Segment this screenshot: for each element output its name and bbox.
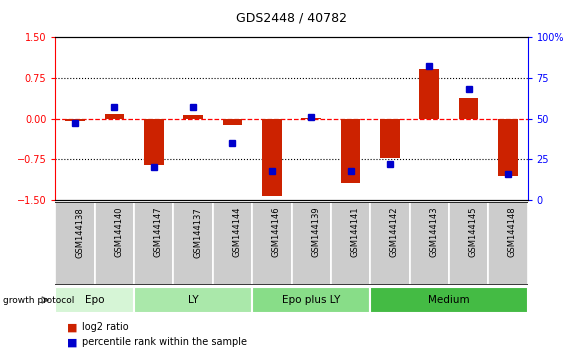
Bar — [174, 202, 213, 285]
Text: GSM144147: GSM144147 — [154, 207, 163, 257]
Text: GSM144138: GSM144138 — [75, 207, 84, 257]
Text: GSM144140: GSM144140 — [114, 207, 124, 257]
Text: GSM144146: GSM144146 — [272, 207, 281, 257]
Bar — [262, 119, 282, 196]
Bar — [104, 114, 124, 119]
Bar — [292, 202, 331, 285]
Bar — [380, 119, 400, 158]
Text: ■: ■ — [67, 337, 78, 347]
Bar — [213, 202, 252, 285]
Bar — [370, 287, 528, 313]
Bar — [183, 115, 203, 119]
Text: growth protocol: growth protocol — [3, 296, 74, 304]
Bar — [55, 287, 134, 313]
Text: ■: ■ — [67, 322, 78, 332]
Bar — [94, 202, 134, 285]
Bar — [370, 202, 410, 285]
Text: GSM144137: GSM144137 — [193, 207, 202, 257]
Text: Medium: Medium — [428, 295, 470, 305]
Bar — [409, 202, 449, 285]
Bar — [331, 202, 370, 285]
Bar — [55, 202, 94, 285]
Text: GSM144143: GSM144143 — [429, 207, 438, 257]
Text: Epo plus LY: Epo plus LY — [282, 295, 340, 305]
Text: GDS2448 / 40782: GDS2448 / 40782 — [236, 11, 347, 24]
Text: GSM144144: GSM144144 — [233, 207, 241, 257]
Text: GSM144141: GSM144141 — [350, 207, 360, 257]
Bar — [459, 98, 479, 119]
Bar — [134, 202, 174, 285]
Text: Epo: Epo — [85, 295, 104, 305]
Text: GSM144145: GSM144145 — [469, 207, 477, 257]
Text: LY: LY — [188, 295, 198, 305]
Bar — [449, 202, 489, 285]
Bar — [301, 118, 321, 119]
Bar — [419, 69, 439, 119]
Text: log2 ratio: log2 ratio — [82, 322, 128, 332]
Bar — [498, 119, 518, 176]
Bar — [65, 119, 85, 121]
Text: GSM144139: GSM144139 — [311, 207, 320, 257]
Bar — [252, 287, 370, 313]
Bar — [223, 119, 243, 125]
Bar — [144, 119, 164, 165]
Bar — [252, 202, 292, 285]
Text: percentile rank within the sample: percentile rank within the sample — [82, 337, 247, 347]
Bar — [340, 119, 360, 183]
Bar — [134, 287, 252, 313]
Text: GSM144142: GSM144142 — [390, 207, 399, 257]
Bar — [489, 202, 528, 285]
Text: GSM144148: GSM144148 — [508, 207, 517, 257]
